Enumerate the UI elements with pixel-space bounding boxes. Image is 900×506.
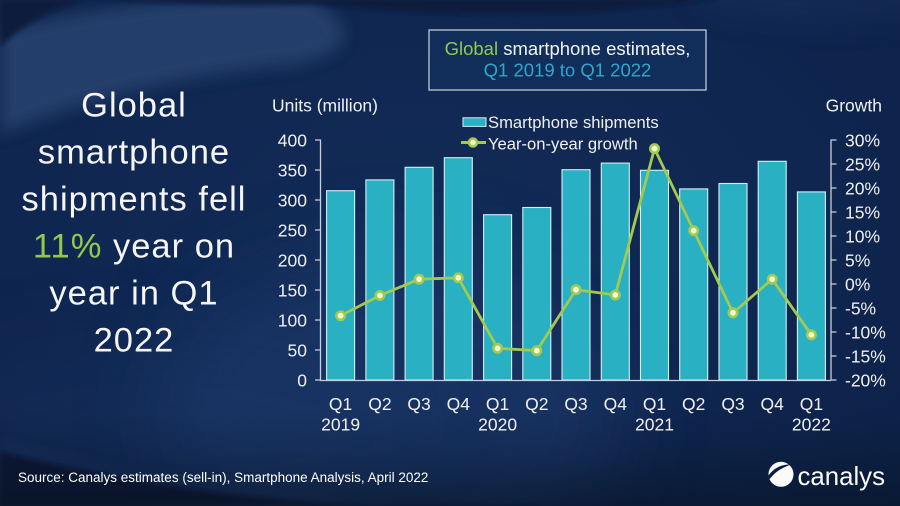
svg-text:150: 150 <box>278 280 307 300</box>
svg-text:350: 350 <box>278 160 307 180</box>
svg-text:50: 50 <box>288 340 308 360</box>
svg-text:Source: Canalys estimates (se: Source: Canalys estimates (sell-in), Sma… <box>18 470 428 485</box>
svg-text:Q1: Q1 <box>329 394 352 414</box>
svg-text:Global: Global <box>81 86 187 124</box>
svg-text:0%: 0% <box>845 274 870 294</box>
svg-text:canalys: canalys <box>798 463 885 491</box>
svg-text:-20%: -20% <box>845 370 886 390</box>
svg-text:15%: 15% <box>845 202 880 222</box>
svg-text:Q3: Q3 <box>564 394 587 414</box>
svg-text:20%: 20% <box>845 178 880 198</box>
svg-text:shipments fell: shipments fell <box>22 180 247 218</box>
svg-text:250: 250 <box>278 220 307 240</box>
svg-text:2022: 2022 <box>94 321 175 359</box>
svg-text:200: 200 <box>278 250 307 270</box>
svg-text:Q2: Q2 <box>525 394 548 414</box>
svg-text:Q1: Q1 <box>486 394 509 414</box>
svg-text:Q3: Q3 <box>407 394 430 414</box>
svg-text:Q4: Q4 <box>447 394 471 414</box>
svg-text:Units (million): Units (million) <box>272 96 378 116</box>
svg-text:Q1: Q1 <box>800 394 823 414</box>
svg-text:300: 300 <box>278 190 307 210</box>
svg-text:Growth: Growth <box>826 96 882 116</box>
svg-text:Q3: Q3 <box>721 394 744 414</box>
svg-text:10%: 10% <box>845 226 880 246</box>
svg-text:Year-on-year growth: Year-on-year growth <box>488 134 638 153</box>
svg-text:Q2: Q2 <box>682 394 705 414</box>
svg-text:-5%: -5% <box>845 298 876 318</box>
svg-text:Smartphone shipments: Smartphone shipments <box>488 113 659 132</box>
svg-text:-10%: -10% <box>845 322 886 342</box>
svg-text:Q2: Q2 <box>368 394 391 414</box>
svg-text:2021: 2021 <box>635 414 674 434</box>
svg-text:5%: 5% <box>845 250 870 270</box>
svg-text:Q1 2019 to Q1 2022: Q1 2019 to Q1 2022 <box>484 60 652 81</box>
svg-text:400: 400 <box>278 130 307 150</box>
svg-text:Global smartphone estimates,: Global smartphone estimates, <box>445 38 691 59</box>
svg-text:smartphone: smartphone <box>38 133 230 171</box>
svg-text:11% year on: 11% year on <box>33 227 235 265</box>
svg-text:0: 0 <box>297 370 307 390</box>
svg-text:-15%: -15% <box>845 346 886 366</box>
svg-text:2019: 2019 <box>321 414 360 434</box>
svg-text:2020: 2020 <box>478 414 517 434</box>
svg-text:2022: 2022 <box>792 414 831 434</box>
svg-text:Q4: Q4 <box>604 394 628 414</box>
svg-text:30%: 30% <box>845 130 880 150</box>
svg-text:25%: 25% <box>845 154 880 174</box>
svg-text:Q1: Q1 <box>643 394 666 414</box>
svg-text:year in Q1: year in Q1 <box>49 274 218 312</box>
svg-text:Q4: Q4 <box>761 394 785 414</box>
svg-text:100: 100 <box>278 310 307 330</box>
